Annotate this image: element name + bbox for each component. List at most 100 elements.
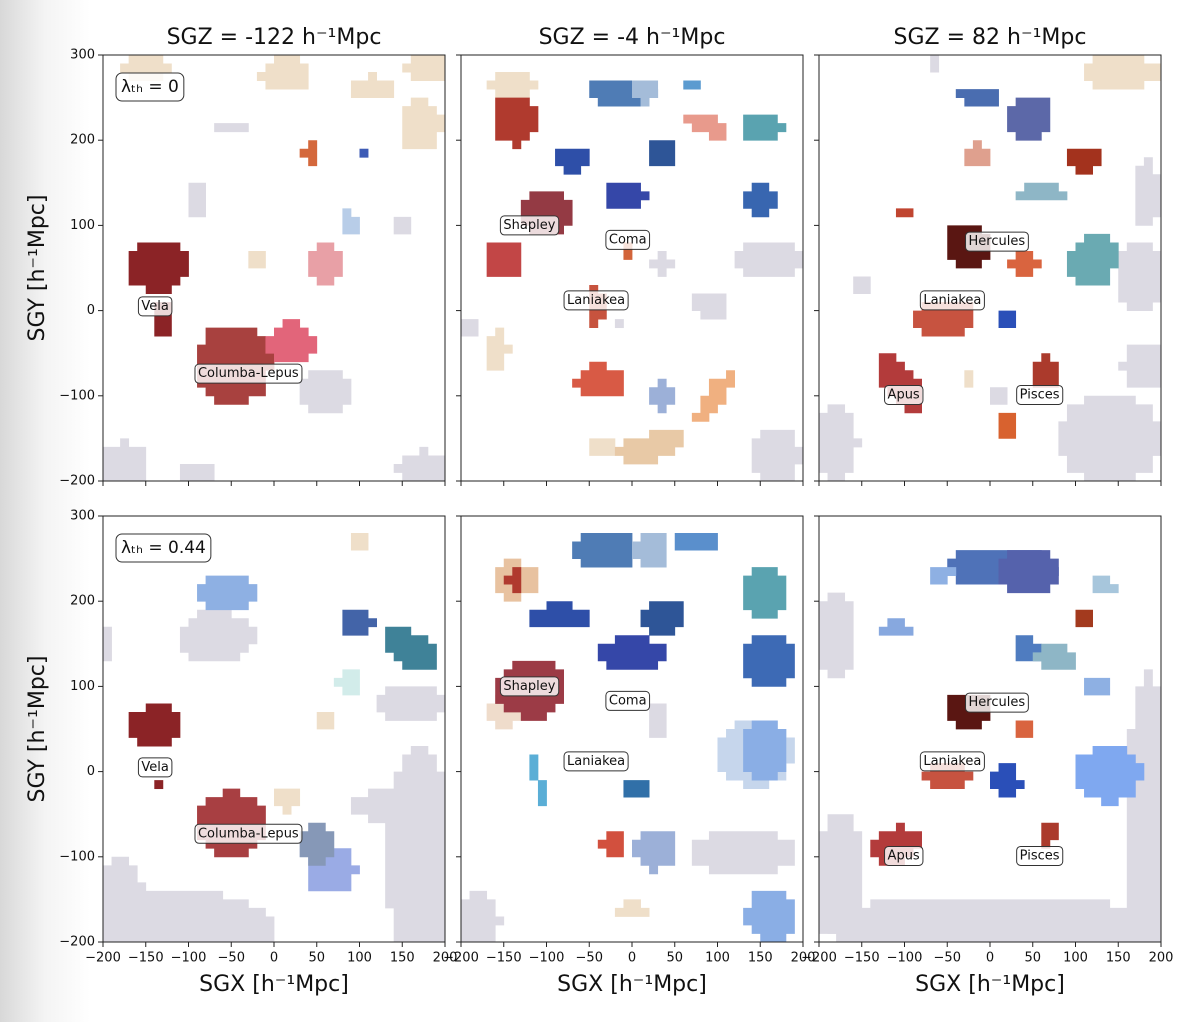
structure-label: Laniakea [923, 293, 981, 308]
panel-title: SGZ = 82 h⁻¹Mpc [894, 25, 1087, 50]
region [819, 592, 854, 679]
region [299, 370, 352, 414]
panel: SGZ = 82 h⁻¹Mpc Hercules Laniakea Apus Pisce… [814, 25, 1162, 486]
region [1066, 233, 1119, 286]
region [1007, 250, 1042, 277]
structure-label-box [194, 823, 303, 844]
region [589, 438, 616, 456]
region [614, 899, 650, 917]
y-tick-label: 100 [70, 218, 95, 233]
region [632, 80, 659, 107]
threshold-label-box [115, 72, 185, 102]
threshold-label: λₜₕ = 0.44 [121, 538, 206, 558]
structure-label: Coma [609, 693, 647, 708]
region [299, 822, 335, 866]
structure-label-box [563, 290, 629, 311]
region [691, 293, 727, 320]
region [930, 55, 940, 73]
region [743, 635, 795, 687]
region [385, 626, 437, 670]
region [606, 182, 650, 209]
region [179, 609, 258, 662]
region [529, 754, 547, 807]
structure-label-box [499, 215, 560, 236]
region [649, 250, 676, 277]
y-axis-label: SGY [h⁻¹Mpc] [25, 656, 50, 803]
y-tick-label: 100 [70, 679, 95, 694]
structure-label: Laniakea [567, 293, 625, 308]
structure-label: Pisces [1020, 387, 1060, 402]
structure-label: Vela [141, 299, 168, 314]
x-tick-label: 150 [1106, 951, 1131, 966]
region [632, 533, 667, 568]
x-tick-label: −200 [801, 951, 837, 966]
region [385, 746, 446, 943]
x-tick-label: −100 [171, 951, 207, 966]
region [649, 140, 676, 167]
region [197, 575, 258, 611]
region [376, 686, 446, 721]
region [955, 89, 999, 107]
threshold-label: λₜₕ = 0 [121, 77, 179, 97]
y-tick-label: 200 [70, 594, 95, 609]
structure-label: Pisces [1020, 848, 1060, 863]
y-tick-label: −200 [59, 474, 95, 489]
region [1118, 344, 1162, 388]
x-tick-label: −150 [486, 951, 522, 966]
region [495, 97, 539, 150]
structure-label-box [1016, 845, 1064, 866]
panel: −200 −100 0 100 200 300 SGZ = -122 h⁻¹Mpc SGY [… [25, 25, 446, 489]
panel: −200 −150 −100 −50 0 50 100 150 200 SGX [h⁻¹Mpc] S… [443, 515, 815, 997]
region [691, 370, 735, 422]
panel-title: SGZ = -122 h⁻¹Mpc [167, 25, 382, 50]
region [819, 404, 863, 482]
region [691, 831, 795, 875]
x-tick-label: 100 [347, 951, 372, 966]
structure-label-box [1016, 384, 1064, 405]
region [393, 216, 412, 235]
region [1092, 575, 1119, 594]
x-tick-label: 50 [308, 951, 325, 966]
x-tick-label: −200 [85, 951, 121, 966]
region [299, 140, 318, 167]
region [248, 250, 266, 269]
region [1058, 395, 1162, 482]
structure-label-box [919, 290, 985, 311]
region [998, 550, 1059, 594]
region [930, 567, 957, 585]
structure-label: Apus [888, 387, 920, 402]
structure-label: Apus [888, 848, 920, 863]
region [214, 123, 249, 133]
region [743, 114, 787, 141]
structure-label: Columba-Lepus [198, 826, 299, 841]
structure-label-box [884, 384, 924, 405]
region [402, 97, 446, 150]
region [878, 618, 914, 636]
region [256, 55, 309, 90]
x-axis-label: SGX [h⁻¹Mpc] [915, 972, 1065, 997]
structure-label-box [137, 296, 173, 317]
region [197, 788, 266, 858]
x-tick-label: −200 [443, 951, 479, 966]
x-tick-label: −100 [887, 951, 923, 966]
region [1118, 242, 1162, 311]
region [819, 814, 863, 934]
x-axis-label: SGX [h⁻¹Mpc] [199, 972, 349, 997]
x-tick-label: 50 [1024, 951, 1041, 966]
region [1126, 669, 1162, 943]
region [1041, 822, 1059, 849]
structure-label-box [137, 757, 173, 778]
region [342, 609, 377, 636]
region [555, 148, 590, 175]
region [674, 533, 718, 551]
region [751, 429, 804, 482]
region [265, 319, 318, 363]
y-axis-label: SGY [h⁻¹Mpc] [25, 195, 50, 342]
region [461, 319, 479, 337]
region [990, 387, 1008, 405]
panel: SGZ = -4 h⁻¹Mpc Shapley Coma Laniakea [456, 25, 804, 486]
threshold-label-box [115, 533, 212, 563]
structure-label: Hercules [969, 695, 1026, 710]
region [402, 55, 446, 81]
region [188, 182, 206, 218]
